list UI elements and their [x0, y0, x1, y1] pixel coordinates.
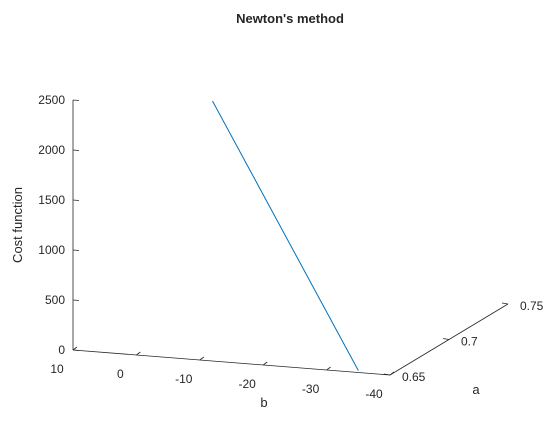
- b-ticks: 10 0 -10 -20 -30 -40: [50, 346, 395, 401]
- b-tick-label: -40: [365, 387, 383, 401]
- z-tick-mark: [72, 349, 80, 351]
- a-tick-label: 0.75: [520, 299, 544, 313]
- a-tick-mark: [501, 302, 509, 305]
- a-tick-label: 0.65: [402, 370, 426, 384]
- b-tick-mark: [136, 351, 141, 356]
- b-tick-mark: [72, 346, 78, 351]
- b-tick-mark: [389, 371, 395, 376]
- a-ticks: 0.65 0.7 0.75: [383, 299, 544, 384]
- z-tick-label: 2000: [38, 143, 65, 157]
- z-tick-label: 1500: [38, 193, 65, 207]
- b-tick-label: -10: [175, 372, 193, 386]
- z-tick-mark: [72, 99, 80, 101]
- b-tick-label: 10: [50, 362, 64, 376]
- z-tick-mark: [72, 299, 80, 301]
- b-tick-label: 0: [117, 367, 124, 381]
- a-tick-mark: [383, 373, 391, 376]
- series-line: [212, 100, 359, 371]
- z-tick-mark: [72, 249, 80, 251]
- z-ticks: 0 500 1000 1500 2000 2500: [38, 93, 80, 357]
- z-axis-label: Cost function: [10, 187, 25, 263]
- a-tick-label: 0.7: [461, 335, 478, 349]
- series-layer: [212, 100, 359, 371]
- b-tick-label: -20: [239, 377, 257, 391]
- b-tick-mark: [199, 356, 205, 361]
- z-tick-mark: [72, 199, 80, 201]
- a-tick-mark: [442, 338, 450, 340]
- b-tick-mark: [326, 366, 331, 371]
- chart-title: Newton's method: [236, 11, 344, 26]
- z-tick-label: 1000: [38, 243, 65, 257]
- b-axis-line: [72, 349, 391, 376]
- a-axis-label: a: [472, 382, 480, 397]
- b-axis-label: b: [260, 395, 267, 410]
- z-tick-label: 500: [45, 293, 65, 307]
- z-tick-label: 0: [58, 343, 65, 357]
- z-tick-mark: [72, 149, 80, 151]
- b-tick-label: -30: [302, 382, 320, 396]
- b-tick-mark: [262, 361, 268, 366]
- z-tick-label: 2500: [38, 93, 65, 107]
